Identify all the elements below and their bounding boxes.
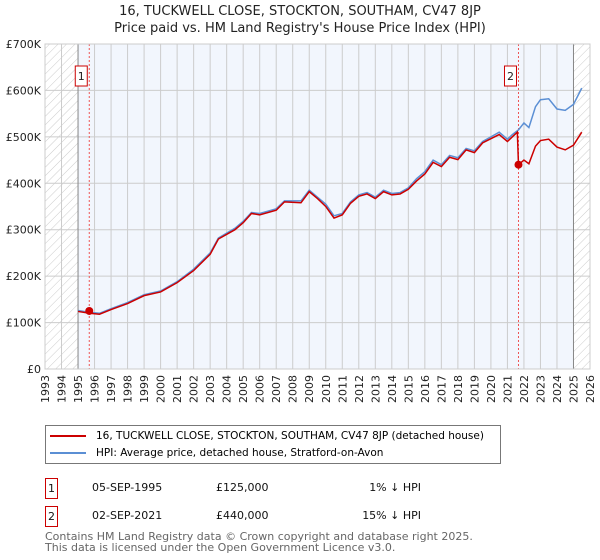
legend: 16, TUCKWELL CLOSE, STOCKTON, SOUTHAM, C… [45, 425, 501, 464]
legend-red-swatch [50, 435, 86, 437]
sale-label: 1 [78, 70, 85, 83]
x-tick-label: 1999 [138, 375, 151, 403]
x-tick-label: 1996 [89, 375, 102, 403]
sale-label: 2 [507, 70, 514, 83]
x-tick-label: 2003 [204, 375, 217, 403]
x-tick-label: 2005 [237, 375, 250, 403]
x-tick-label: 2026 [584, 375, 597, 403]
y-tick-label: £700K [6, 38, 42, 51]
hatched-region-right [573, 44, 590, 369]
x-tick-label: 2007 [270, 375, 283, 403]
x-tick-label: 2013 [369, 375, 382, 403]
x-tick-label: 2008 [287, 375, 300, 403]
sale-hpi-diff: 1% ↓ HPI [369, 481, 421, 494]
sale-price: £440,000 [216, 509, 269, 522]
x-tick-label: 1998 [122, 375, 135, 403]
x-tick-label: 2009 [303, 375, 316, 403]
y-tick-label: £500K [6, 131, 42, 144]
chart-title: 16, TUCKWELL CLOSE, STOCKTON, SOUTHAM, C… [119, 4, 481, 19]
y-tick-label: £200K [6, 270, 42, 283]
sale-label-box [503, 65, 517, 87]
y-tick-label: £300K [6, 224, 42, 237]
footer-line-2: This data is licensed under the Open Gov… [45, 541, 396, 554]
x-tick-label: 2018 [452, 375, 465, 403]
x-tick-label: 2017 [435, 375, 448, 403]
x-tick-label: 2019 [468, 375, 481, 403]
x-tick-label: 2016 [419, 375, 432, 403]
x-tick-label: 1994 [56, 375, 69, 403]
sale-point [514, 160, 523, 169]
chart-subtitle: Price paid vs. HM Land Registry's House … [114, 21, 486, 36]
x-tick-label: 2001 [171, 375, 184, 403]
y-tick-label: £0 [27, 363, 41, 376]
y-tick-label: £100K [6, 317, 42, 330]
hpi-line [77, 87, 583, 315]
x-tick-label: 1995 [72, 375, 85, 403]
x-tick-label: 2014 [386, 375, 399, 403]
sale-date: 02-SEP-2021 [92, 509, 163, 522]
legend-blue-swatch [50, 452, 86, 454]
plot-border [44, 43, 591, 370]
line-chart: 1993 1994 1995 1996 1997 1998 1999 2000 2001 2002… [6, 38, 597, 403]
sale-row-2: 2 02-SEP-2021 £440,000 15% ↓ HPI [45, 506, 545, 527]
sale-marker-2: 2 [45, 506, 58, 527]
legend-property-label: 16, TUCKWELL CLOSE, STOCKTON, SOUTHAM, C… [96, 430, 484, 442]
x-tick-label: 2021 [501, 375, 514, 403]
footer: Contains HM Land Registry data © Crown c… [45, 531, 473, 553]
sale-date: 05-SEP-1995 [92, 481, 163, 494]
x-tick-label: 2002 [188, 375, 201, 403]
x-tick-label: 2022 [518, 375, 531, 403]
x-tick-label: 2000 [155, 375, 168, 403]
y-tick-label: £400K [6, 177, 42, 190]
x-tick-label: 1993 [39, 375, 52, 403]
x-tick-label: 2024 [551, 375, 564, 403]
x-tick-label: 2023 [534, 375, 547, 403]
sale-label-box [74, 65, 88, 87]
sale-hpi-diff: 15% ↓ HPI [362, 509, 421, 522]
x-tick-label: 2011 [336, 375, 349, 403]
sale-row-1: 1 05-SEP-1995 £125,000 1% ↓ HPI [45, 478, 545, 499]
x-tick-label: 2025 [567, 375, 580, 403]
y-tick-label: £600K [6, 84, 42, 97]
x-tick-label: 2010 [320, 375, 333, 403]
x-tick-label: 2006 [254, 375, 267, 403]
x-tick-label: 2015 [402, 375, 415, 403]
sale-price: £125,000 [216, 481, 269, 494]
footer-line-1: Contains HM Land Registry data © Crown c… [45, 530, 473, 543]
x-tick-label: 2020 [485, 375, 498, 403]
x-tick-label: 1997 [105, 375, 118, 403]
legend-hpi-label: HPI: Average price, detached house, Stra… [96, 447, 384, 459]
sale-point [85, 306, 94, 315]
x-tick-label: 2012 [353, 375, 366, 403]
x-tick-label: 2004 [221, 375, 234, 403]
sale-marker-1: 1 [45, 478, 58, 499]
